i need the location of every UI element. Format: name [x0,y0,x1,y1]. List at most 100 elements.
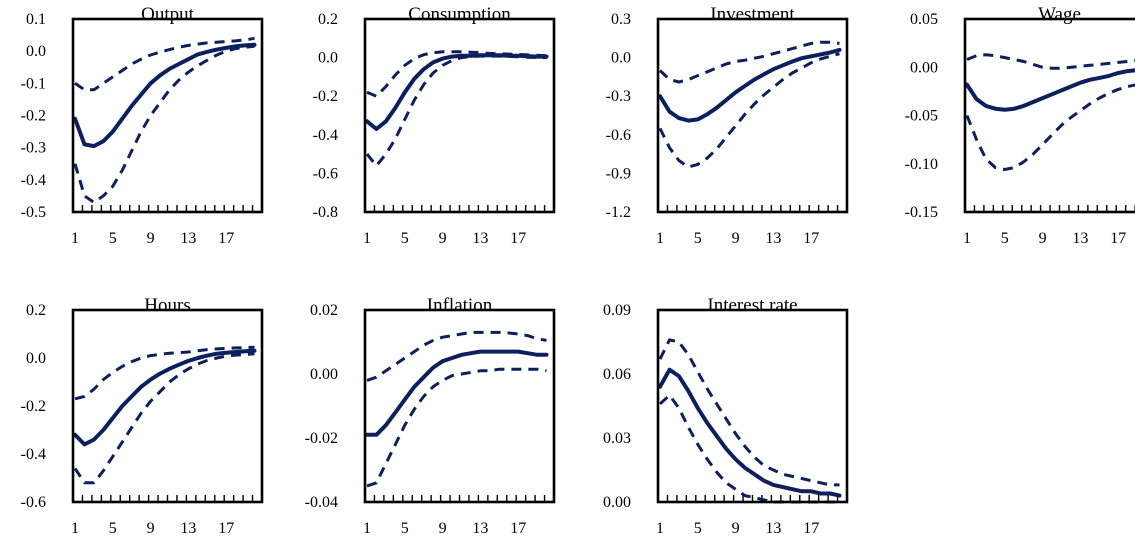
hours-xtick-label: 5 [109,520,117,537]
hours-ytick-label: -0.6 [21,494,46,511]
output-ytick-label: -0.4 [21,172,46,189]
inflation-title: Inflation [427,295,493,316]
consumption-panel: Consumption 0.2 0.0 -0.2 -0.4 -0.6 -0.8 1 5 9 13 17 [313,4,556,247]
hours-ytick-label: -0.4 [21,446,46,463]
consumption-ytick-label: 0.2 [318,11,338,28]
output-upper-line [74,36,255,92]
inflation-panel: Inflation 0.02 0.00 -0.02 -0.04 1 5 9 13 17 [305,295,556,537]
consumption-title: Consumption [408,4,511,25]
consumption-ytick-label: -0.8 [313,204,338,221]
inflation-upper-line [366,330,547,382]
wage-ytick-label: 0.05 [910,11,938,28]
wage-title: Wage [1038,4,1081,25]
output-xtick-label: 5 [109,230,117,247]
wage-upper-line [966,53,1135,70]
interest-rate-panel: Interest rate 0.09 0.06 0.03 0.00 1 5 9 13 17 [603,295,849,537]
investment-ytick-label: -1.2 [606,204,631,221]
wage-ytick-label: -0.10 [905,156,938,173]
consumption-ytick-label: -0.6 [313,165,338,182]
hours-upper-line [74,345,255,401]
hours-ytick-label: 0.2 [26,302,46,319]
output-ytick-label: 0.0 [26,43,46,60]
investment-ytick-label: 0.3 [611,11,631,28]
interest-rate-ytick-label: 0.06 [603,366,631,383]
investment-xtick-label: 5 [694,230,702,247]
output-ytick-label: -0.5 [21,204,46,221]
consumption-ytick-label: 0.0 [318,50,338,67]
wage-xtick-label: 5 [1001,230,1009,247]
investment-xtick-label: 1 [656,230,664,247]
hours-xtick-label: 17 [218,520,234,537]
hours-title: Hours [144,295,190,316]
wage-ytick-label: -0.05 [905,108,938,125]
investment-title: Investment [710,4,795,25]
consumption-xtick-label: 13 [472,230,488,247]
investment-xtick-label: 9 [732,230,740,247]
interest-rate-xtick-label: 9 [732,520,740,537]
inflation-lower-line [366,367,547,488]
wage-ytick-label: -0.15 [905,204,938,221]
output-ytick-label: 0.1 [26,11,46,28]
hours-xtick-label: 9 [147,520,155,537]
investment-frame [656,17,849,214]
interest-rate-upper-line [658,338,840,487]
interest-rate-xtick-label: 17 [803,520,819,537]
output-panel: Output 0.1 0.0 -0.1 -0.2 -0.3 -0.4 -0.5 1 5 9 13 17 [21,4,264,247]
inflation-xtick-label: 13 [472,520,488,537]
inflation-ytick-label: -0.02 [305,430,338,447]
interest-rate-lower-line [658,393,840,504]
consumption-ytick-label: -0.4 [313,127,338,144]
wage-frame [963,17,1135,214]
consumption-central-line [365,53,549,131]
consumption-ytick-label: -0.2 [313,88,338,105]
investment-xtick-label: 17 [803,230,819,247]
interest-rate-title: Interest rate [707,295,797,316]
hours-xtick-label: 1 [71,520,79,537]
output-xtick-label: 1 [71,230,79,247]
output-xtick-label: 17 [218,230,234,247]
interest-rate-central-line [658,367,842,498]
investment-upper-line [658,40,840,84]
inflation-xtick-label: 17 [510,520,526,537]
inflation-frame [363,308,556,504]
output-central-line [73,42,257,149]
consumption-upper-line [366,50,547,98]
wage-central-line [965,68,1135,112]
wage-xtick-label: 1 [963,230,971,247]
hours-ytick-label: -0.2 [21,398,46,415]
investment-xtick-label: 13 [765,230,781,247]
hours-central-line [73,348,257,447]
wage-ytick-label: 0.00 [910,59,938,76]
wage-panel: Wage 0.05 0.00 -0.05 -0.10 -0.15 1 5 9 13 17 [905,4,1135,247]
hours-xtick-label: 13 [180,520,196,537]
inflation-ytick-label: 0.02 [310,302,338,319]
interest-rate-xtick-label: 13 [765,520,781,537]
inflation-ytick-label: -0.04 [305,494,338,511]
wage-lower-line [965,83,1135,171]
consumption-frame [363,17,556,214]
consumption-xtick-label: 17 [510,230,526,247]
interest-rate-frame [656,308,849,504]
output-xtick-label: 13 [180,230,196,247]
output-ytick-label: -0.1 [21,75,46,92]
interest-rate-ytick-label: 0.00 [603,494,631,511]
inflation-xtick-label: 9 [439,520,447,537]
wage-xtick-label: 9 [1039,230,1047,247]
investment-panel: Investment 0.3 0.0 -0.3 -0.6 -0.9 -1.2 1 5 9 13 17 [606,4,849,247]
consumption-lower-line [365,54,547,168]
inflation-xtick-label: 5 [401,520,409,537]
wage-xtick-label: 17 [1110,230,1126,247]
interest-rate-xtick-label: 5 [694,520,702,537]
output-lower-line [73,44,255,204]
interest-rate-ytick-label: 0.09 [603,302,631,319]
consumption-xtick-label: 5 [401,230,409,247]
investment-ytick-label: -0.3 [606,88,631,105]
output-ytick-label: -0.3 [21,140,46,157]
output-xtick-label: 9 [147,230,155,247]
inflation-xtick-label: 1 [363,520,371,537]
investment-ytick-label: 0.0 [611,50,631,67]
hours-ytick-label: 0.0 [26,350,46,367]
consumption-xtick-label: 1 [363,230,371,247]
output-ytick-label: -0.2 [21,108,46,125]
